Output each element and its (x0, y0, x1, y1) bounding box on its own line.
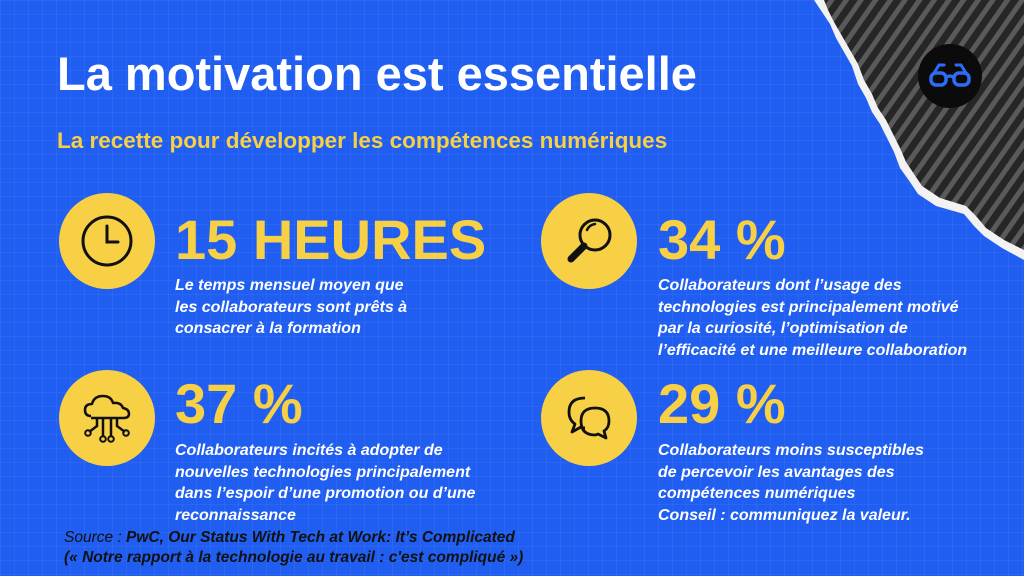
source-translation: (« Notre rapport à la technologie au tra… (64, 549, 524, 566)
stat-description: Le temps mensuel moyen que les collabora… (175, 277, 408, 337)
torn-paper-corner (814, 0, 1024, 260)
glasses-icon (929, 63, 971, 87)
stat-value: 29 % (658, 372, 786, 435)
page-title: La motivation est essentielle (57, 47, 697, 100)
glasses-logo (918, 44, 982, 108)
stat-value: 15 HEURES (175, 208, 487, 271)
stat-description: Collaborateurs moins susceptibles de per… (658, 442, 924, 524)
stat-description: Collaborateurs incités à adopter de nouv… (175, 442, 476, 524)
stat-description: Collaborateurs dont l’usage des technolo… (658, 277, 968, 359)
chat-bubbles-icon-badge (541, 370, 637, 466)
chat-bubbles-icon (567, 396, 611, 440)
source-prefix: Source : (64, 529, 127, 546)
magnifier-icon (567, 218, 612, 263)
clock-icon (81, 215, 133, 267)
stat-value: 34 % (658, 208, 786, 271)
cloud-network-icon-badge (59, 370, 155, 466)
source-title: PwC, Our Status With Tech at Work: It’s … (126, 529, 515, 546)
clock-icon-badge (59, 193, 155, 289)
source-citation: Source : PwC, Our Status With Tech at Wo… (64, 528, 523, 568)
page-subtitle: La recette pour développer les compétenc… (57, 128, 668, 153)
stat-value: 37 % (175, 372, 303, 435)
cloud-network-icon (83, 394, 131, 443)
magnifier-icon-badge (541, 193, 637, 289)
